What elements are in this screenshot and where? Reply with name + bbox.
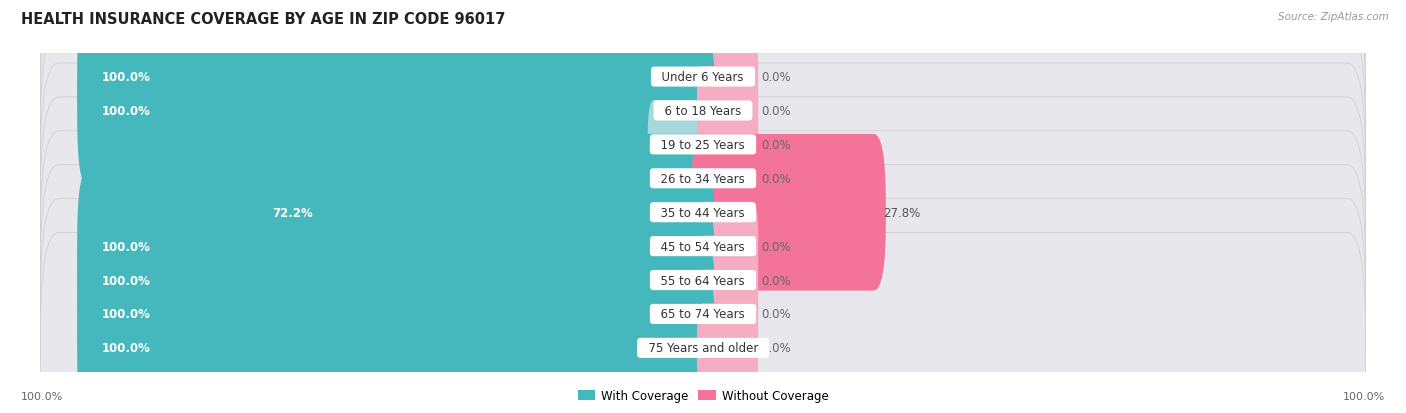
Text: 100.0%: 100.0% xyxy=(101,105,150,118)
Text: 100.0%: 100.0% xyxy=(101,71,150,84)
FancyBboxPatch shape xyxy=(41,199,1365,413)
FancyBboxPatch shape xyxy=(77,0,716,156)
FancyBboxPatch shape xyxy=(41,0,1365,192)
Text: 100.0%: 100.0% xyxy=(101,308,150,320)
FancyBboxPatch shape xyxy=(41,131,1365,361)
Text: 0.0%: 0.0% xyxy=(661,138,690,152)
Text: 100.0%: 100.0% xyxy=(101,342,150,354)
FancyBboxPatch shape xyxy=(697,270,758,358)
FancyBboxPatch shape xyxy=(41,0,1365,226)
FancyBboxPatch shape xyxy=(697,304,758,392)
FancyBboxPatch shape xyxy=(41,64,1365,294)
FancyBboxPatch shape xyxy=(77,169,716,325)
Text: 100.0%: 100.0% xyxy=(1343,391,1385,401)
FancyBboxPatch shape xyxy=(697,101,758,189)
Text: 0.0%: 0.0% xyxy=(761,105,792,118)
Text: 75 Years and older: 75 Years and older xyxy=(641,342,765,354)
FancyBboxPatch shape xyxy=(697,67,758,156)
FancyBboxPatch shape xyxy=(41,233,1365,413)
Text: 65 to 74 Years: 65 to 74 Years xyxy=(654,308,752,320)
FancyBboxPatch shape xyxy=(77,270,716,413)
Text: 72.2%: 72.2% xyxy=(273,206,314,219)
Text: 0.0%: 0.0% xyxy=(661,172,690,185)
Text: 100.0%: 100.0% xyxy=(101,240,150,253)
Text: 45 to 54 Years: 45 to 54 Years xyxy=(654,240,752,253)
FancyBboxPatch shape xyxy=(697,33,758,122)
FancyBboxPatch shape xyxy=(77,33,716,189)
FancyBboxPatch shape xyxy=(41,97,1365,328)
Text: HEALTH INSURANCE COVERAGE BY AGE IN ZIP CODE 96017: HEALTH INSURANCE COVERAGE BY AGE IN ZIP … xyxy=(21,12,506,27)
FancyBboxPatch shape xyxy=(690,135,886,291)
FancyBboxPatch shape xyxy=(77,202,716,358)
Text: 6 to 18 Years: 6 to 18 Years xyxy=(657,105,749,118)
Legend: With Coverage, Without Coverage: With Coverage, Without Coverage xyxy=(572,385,834,407)
FancyBboxPatch shape xyxy=(77,236,716,392)
FancyBboxPatch shape xyxy=(247,135,716,291)
FancyBboxPatch shape xyxy=(41,30,1365,260)
Text: 100.0%: 100.0% xyxy=(101,274,150,287)
FancyBboxPatch shape xyxy=(648,101,709,189)
Text: 19 to 25 Years: 19 to 25 Years xyxy=(654,138,752,152)
Text: 0.0%: 0.0% xyxy=(761,71,792,84)
Text: 0.0%: 0.0% xyxy=(761,308,792,320)
Text: 0.0%: 0.0% xyxy=(761,240,792,253)
Text: Under 6 Years: Under 6 Years xyxy=(655,71,751,84)
FancyBboxPatch shape xyxy=(697,135,758,223)
Text: 0.0%: 0.0% xyxy=(761,342,792,354)
Text: 27.8%: 27.8% xyxy=(883,206,920,219)
Text: Source: ZipAtlas.com: Source: ZipAtlas.com xyxy=(1278,12,1389,22)
Text: 0.0%: 0.0% xyxy=(761,274,792,287)
Text: 0.0%: 0.0% xyxy=(761,172,792,185)
FancyBboxPatch shape xyxy=(697,202,758,291)
FancyBboxPatch shape xyxy=(648,135,709,223)
Text: 26 to 34 Years: 26 to 34 Years xyxy=(654,172,752,185)
FancyBboxPatch shape xyxy=(41,165,1365,395)
Text: 100.0%: 100.0% xyxy=(21,391,63,401)
Text: 35 to 44 Years: 35 to 44 Years xyxy=(654,206,752,219)
Text: 0.0%: 0.0% xyxy=(761,138,792,152)
FancyBboxPatch shape xyxy=(697,236,758,325)
Text: 55 to 64 Years: 55 to 64 Years xyxy=(654,274,752,287)
